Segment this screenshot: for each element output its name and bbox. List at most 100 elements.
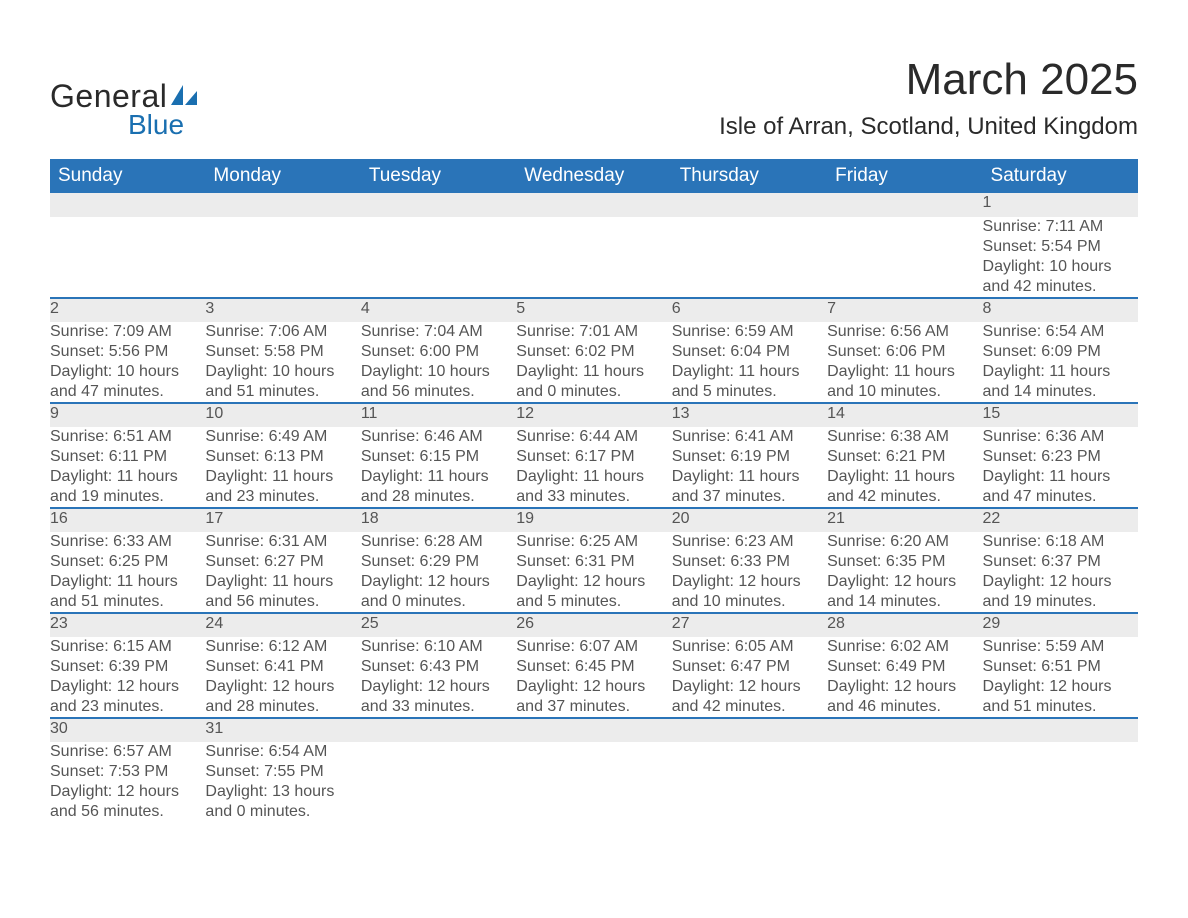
day-detail-cell: Sunrise: 7:04 AMSunset: 6:00 PMDaylight:… [361, 322, 516, 403]
day-number-cell: 8 [983, 298, 1138, 322]
day-number-cell: 3 [205, 298, 360, 322]
day-number-cell: 2 [50, 298, 205, 322]
day-d1: Daylight: 12 hours [361, 572, 516, 592]
day-sr: Sunrise: 6:56 AM [827, 322, 982, 342]
day-sr: Sunrise: 5:59 AM [983, 637, 1138, 657]
day-d2: and 37 minutes. [516, 697, 671, 717]
location-subtitle: Isle of Arran, Scotland, United Kingdom [719, 113, 1138, 141]
day-sr: Sunrise: 6:12 AM [205, 637, 360, 657]
day-detail-cell: Sunrise: 6:54 AMSunset: 7:55 PMDaylight:… [205, 742, 360, 822]
day-detail-cell: Sunrise: 6:20 AMSunset: 6:35 PMDaylight:… [827, 532, 982, 613]
day-detail-cell [672, 217, 827, 298]
day-detail-cell: Sunrise: 6:36 AMSunset: 6:23 PMDaylight:… [983, 427, 1138, 508]
day-detail-cell: Sunrise: 6:10 AMSunset: 6:43 PMDaylight:… [361, 637, 516, 718]
day-sr: Sunrise: 7:09 AM [50, 322, 205, 342]
day-number-cell: 31 [205, 718, 360, 742]
day-detail-cell [672, 742, 827, 822]
day-number-cell: 25 [361, 613, 516, 637]
day-ss: Sunset: 6:51 PM [983, 657, 1138, 677]
day-d1: Daylight: 11 hours [205, 572, 360, 592]
day-d1: Daylight: 12 hours [361, 677, 516, 697]
day-sr: Sunrise: 6:28 AM [361, 532, 516, 552]
day-detail-cell: Sunrise: 6:07 AMSunset: 6:45 PMDaylight:… [516, 637, 671, 718]
day-detail-cell: Sunrise: 6:23 AMSunset: 6:33 PMDaylight:… [672, 532, 827, 613]
day-detail-cell [361, 742, 516, 822]
day-detail-cell: Sunrise: 6:18 AMSunset: 6:37 PMDaylight:… [983, 532, 1138, 613]
day-d2: and 19 minutes. [983, 592, 1138, 612]
day-detail-cell: Sunrise: 6:25 AMSunset: 6:31 PMDaylight:… [516, 532, 671, 613]
day-detail-cell: Sunrise: 6:56 AMSunset: 6:06 PMDaylight:… [827, 322, 982, 403]
logo: General Blue [50, 78, 199, 141]
day-d1: Daylight: 12 hours [50, 782, 205, 802]
day-d2: and 10 minutes. [827, 382, 982, 402]
day-number-cell: 22 [983, 508, 1138, 532]
day-d2: and 5 minutes. [516, 592, 671, 612]
day-d1: Daylight: 10 hours [983, 257, 1138, 277]
day-number-cell: 9 [50, 403, 205, 427]
week-daynum-row: 2345678 [50, 298, 1138, 322]
day-ss: Sunset: 6:39 PM [50, 657, 205, 677]
week-detail-row: Sunrise: 6:51 AMSunset: 6:11 PMDaylight:… [50, 427, 1138, 508]
day-ss: Sunset: 6:45 PM [516, 657, 671, 677]
day-d2: and 51 minutes. [205, 382, 360, 402]
day-sr: Sunrise: 6:57 AM [50, 742, 205, 762]
day-d1: Daylight: 12 hours [50, 677, 205, 697]
day-detail-cell [827, 742, 982, 822]
week-daynum-row: 9101112131415 [50, 403, 1138, 427]
day-number-cell [516, 193, 671, 217]
day-ss: Sunset: 6:13 PM [205, 447, 360, 467]
day-detail-cell: Sunrise: 6:12 AMSunset: 6:41 PMDaylight:… [205, 637, 360, 718]
week-detail-row: Sunrise: 6:15 AMSunset: 6:39 PMDaylight:… [50, 637, 1138, 718]
day-d1: Daylight: 11 hours [672, 362, 827, 382]
day-sr: Sunrise: 6:36 AM [983, 427, 1138, 447]
day-d2: and 33 minutes. [516, 487, 671, 507]
day-number-cell: 19 [516, 508, 671, 532]
day-sr: Sunrise: 7:01 AM [516, 322, 671, 342]
day-d2: and 47 minutes. [983, 487, 1138, 507]
day-number-cell [827, 718, 982, 742]
day-detail-cell: Sunrise: 7:06 AMSunset: 5:58 PMDaylight:… [205, 322, 360, 403]
day-sr: Sunrise: 7:04 AM [361, 322, 516, 342]
day-detail-cell: Sunrise: 6:49 AMSunset: 6:13 PMDaylight:… [205, 427, 360, 508]
day-d1: Daylight: 12 hours [516, 677, 671, 697]
day-number-cell [672, 193, 827, 217]
day-d2: and 56 minutes. [50, 802, 205, 822]
day-ss: Sunset: 5:56 PM [50, 342, 205, 362]
day-d1: Daylight: 13 hours [205, 782, 360, 802]
day-ss: Sunset: 6:17 PM [516, 447, 671, 467]
day-number-cell [672, 718, 827, 742]
day-sr: Sunrise: 6:59 AM [672, 322, 827, 342]
day-detail-cell [516, 742, 671, 822]
day-d1: Daylight: 11 hours [50, 467, 205, 487]
day-detail-cell: Sunrise: 6:38 AMSunset: 6:21 PMDaylight:… [827, 427, 982, 508]
title-block: March 2025 Isle of Arran, Scotland, Unit… [719, 55, 1138, 141]
day-d1: Daylight: 11 hours [50, 572, 205, 592]
day-d1: Daylight: 11 hours [983, 467, 1138, 487]
day-sr: Sunrise: 6:41 AM [672, 427, 827, 447]
day-d1: Daylight: 11 hours [516, 362, 671, 382]
day-sr: Sunrise: 6:49 AM [205, 427, 360, 447]
day-d2: and 37 minutes. [672, 487, 827, 507]
day-d1: Daylight: 12 hours [672, 572, 827, 592]
day-ss: Sunset: 6:31 PM [516, 552, 671, 572]
day-number-cell: 20 [672, 508, 827, 532]
day-ss: Sunset: 7:53 PM [50, 762, 205, 782]
day-sr: Sunrise: 7:06 AM [205, 322, 360, 342]
day-sr: Sunrise: 6:18 AM [983, 532, 1138, 552]
day-ss: Sunset: 6:06 PM [827, 342, 982, 362]
day-number-cell [361, 718, 516, 742]
day-ss: Sunset: 6:29 PM [361, 552, 516, 572]
day-d2: and 5 minutes. [672, 382, 827, 402]
day-number-cell: 16 [50, 508, 205, 532]
day-number-cell: 26 [516, 613, 671, 637]
day-sr: Sunrise: 6:25 AM [516, 532, 671, 552]
day-number-cell: 15 [983, 403, 1138, 427]
day-d1: Daylight: 11 hours [205, 467, 360, 487]
day-number-cell: 24 [205, 613, 360, 637]
weekday-header: Tuesday [361, 159, 516, 193]
logo-sail-icon [169, 83, 199, 112]
calendar-header-row: SundayMondayTuesdayWednesdayThursdayFrid… [50, 159, 1138, 193]
day-number-cell: 18 [361, 508, 516, 532]
day-d2: and 14 minutes. [983, 382, 1138, 402]
day-detail-cell: Sunrise: 7:11 AMSunset: 5:54 PMDaylight:… [983, 217, 1138, 298]
